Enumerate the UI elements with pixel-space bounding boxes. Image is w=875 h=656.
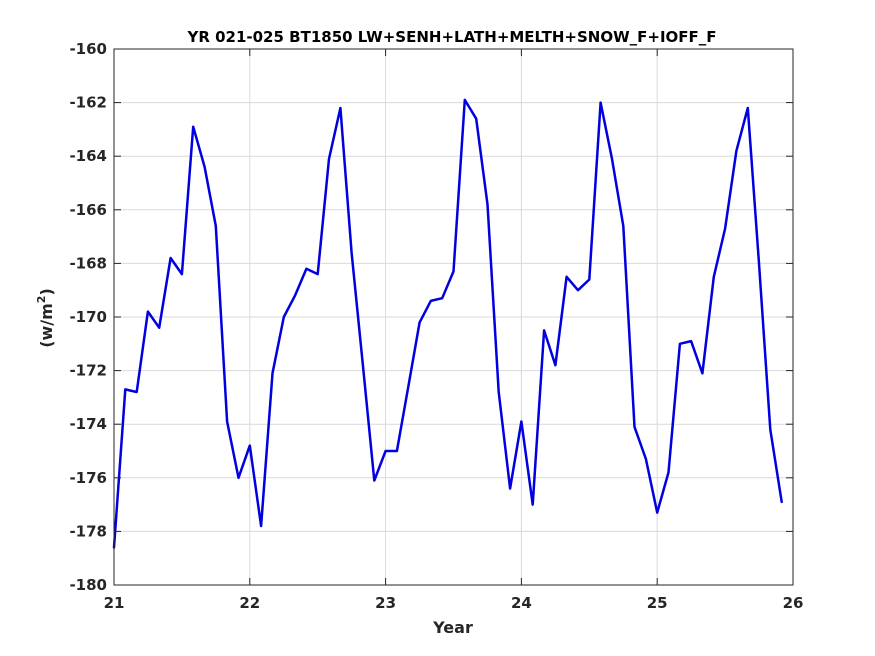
x-tick-label: 25 (647, 594, 668, 612)
tick-marks (113, 48, 794, 586)
y-tick-label: -170 (69, 308, 107, 326)
x-tick-labels: 21 22 23 24 25 26 (104, 594, 804, 612)
y-tick-label: -160 (69, 40, 107, 58)
y-tick-label: -180 (69, 576, 107, 594)
y-tick-label: -162 (69, 94, 107, 112)
x-tick-label: 21 (104, 594, 125, 612)
y-tick-labels: -180 -178 -176 -174 -172 -170 -168 -166 -164 -162… (69, 40, 107, 594)
y-axis-label: (w/m2) (35, 288, 56, 348)
y-tick-label: -172 (69, 362, 107, 380)
y-tick-label: -176 (69, 469, 107, 487)
x-tick-label: 23 (375, 594, 396, 612)
chart-title: YR 021-025 BT1850 LW+SENH+LATH+MELTH+SNO… (186, 28, 716, 46)
y-tick-label: -174 (69, 415, 107, 433)
y-tick-label: -166 (69, 201, 107, 219)
x-tick-label: 24 (511, 594, 532, 612)
series-line-0 (112, 98, 783, 549)
y-tick-label: -178 (69, 522, 107, 540)
y-tick-label: -164 (69, 147, 107, 165)
series-layer (112, 98, 783, 549)
y-tick-label: -168 (69, 254, 107, 272)
y-axis-label-main: (w/m (37, 303, 56, 348)
x-tick-label: 26 (783, 594, 804, 612)
y-axis-label-close: ) (37, 288, 56, 295)
x-tick-label: 22 (239, 594, 260, 612)
y-axis-label-superscript: 2 (35, 296, 48, 304)
x-axis-label: Year (432, 618, 473, 637)
